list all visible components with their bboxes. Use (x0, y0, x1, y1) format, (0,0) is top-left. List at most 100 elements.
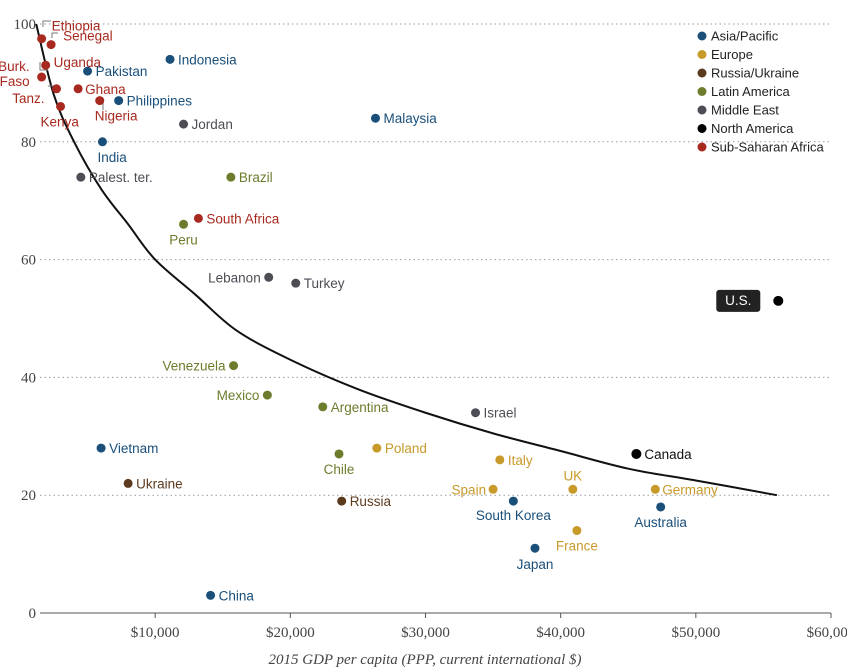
point-label: Israel (484, 406, 517, 421)
point-label: Argentina (331, 400, 389, 415)
point-label: Canada (644, 447, 692, 462)
point-marker (656, 502, 666, 512)
point-label: Ukraine (136, 476, 183, 491)
legend-label: North America (711, 121, 794, 136)
y-tick-label: 0 (29, 606, 37, 622)
point-label: Nigeria (95, 109, 138, 124)
legend-swatch (697, 87, 707, 96)
data-point-spain: Spain (452, 482, 498, 497)
data-point-kenya: Kenya (41, 101, 79, 129)
x-tick-label: $20,000 (266, 625, 315, 641)
point-label-line1: Burk. (0, 59, 30, 74)
legend: Asia/Pacific Europe Russia/Ukraine Latin Am… (697, 29, 825, 155)
x-axis-title: 2015 GDP per capita (PPP, current intern… (268, 652, 581, 668)
point-label: Vietnam (109, 441, 158, 456)
point-label: Pakistan (96, 64, 148, 79)
point-label: Russia (350, 494, 392, 509)
data-point-turkey: Turkey (291, 276, 345, 291)
point-label: Venezuela (163, 359, 227, 374)
data-point-germany: Germany (650, 482, 718, 497)
data-point-peru: Peru (169, 219, 198, 247)
point-label: Malaysia (383, 111, 437, 126)
gridlines (40, 23, 831, 496)
point-marker (530, 543, 540, 553)
data-point-israel: Israel (471, 406, 517, 421)
point-label: Jordan (192, 117, 233, 132)
x-tick-label: $50,000 (671, 625, 720, 641)
point-marker (96, 443, 106, 453)
point-label: China (219, 588, 255, 603)
point-label: Turkey (304, 276, 345, 291)
data-point-south-korea: South Korea (476, 496, 551, 523)
data-point-senegal: Senegal (46, 29, 113, 50)
point-marker (226, 172, 236, 182)
point-label: Philippines (127, 94, 193, 109)
point-marker (631, 448, 642, 459)
point-marker (37, 72, 47, 82)
legend-item: Middle East (697, 103, 779, 118)
point-label: Indonesia (178, 52, 237, 67)
axes: 0 20 40 60 80 100 $10,000 $20,000 $30,000 $40,000… (14, 17, 847, 641)
point-label: India (97, 150, 127, 165)
point-marker (370, 113, 380, 123)
y-tick-label: 80 (21, 135, 36, 151)
x-tick-label: $60,000 (807, 625, 847, 641)
data-point-pakistan: Pakistan (83, 64, 147, 79)
point-label-line2: Faso (0, 74, 30, 89)
data-point-china: China (206, 588, 254, 603)
point-marker (334, 449, 344, 459)
point-label: Japan (517, 557, 554, 572)
point-marker (83, 66, 93, 76)
point-marker (206, 590, 216, 600)
x-tick-label: $40,000 (536, 625, 585, 641)
legend-label: Europe (711, 47, 753, 62)
point-marker (37, 34, 47, 44)
legend-item: North America (697, 121, 794, 136)
legend-label: Russia/Ukraine (711, 66, 799, 81)
point-marker (372, 443, 382, 453)
point-marker (471, 408, 481, 418)
point-label: Poland (385, 441, 427, 456)
point-marker (95, 96, 105, 106)
point-marker (165, 54, 175, 64)
point-marker (193, 213, 203, 223)
data-point-australia: Australia (634, 502, 687, 530)
data-point-ghana: Ghana (73, 82, 126, 97)
legend-swatch (697, 31, 707, 41)
legend-swatch (697, 105, 707, 115)
legend-item: Europe (697, 47, 753, 62)
point-marker (773, 295, 784, 306)
point-marker (264, 272, 274, 282)
legend-label: Middle East (711, 103, 779, 118)
point-marker (179, 219, 189, 229)
data-point-ukraine: Ukraine (123, 476, 183, 491)
legend-item: Sub-Saharan Africa (697, 140, 825, 155)
point-label: South Africa (206, 211, 279, 226)
point-marker (46, 40, 56, 50)
point-label: U.S. (725, 293, 751, 308)
point-marker (123, 478, 133, 488)
point-marker (318, 402, 328, 412)
data-point-vietnam: Vietnam (96, 441, 158, 456)
data-point-u-s-: U.S. (716, 289, 784, 312)
legend-label: Latin America (711, 84, 791, 99)
point-marker (51, 84, 61, 94)
legend-swatch (697, 68, 707, 78)
point-label: UK (563, 468, 582, 483)
point-marker (650, 484, 660, 494)
trend-curve-layer (35, 23, 778, 497)
legend-swatch (697, 124, 707, 133)
data-point-italy: Italy (495, 453, 533, 468)
point-label: Australia (634, 515, 687, 530)
data-point-jordan: Jordan (179, 117, 233, 132)
data-point-japan: Japan (517, 543, 554, 572)
label-leader-line (51, 32, 58, 38)
point-label: Italy (508, 453, 533, 468)
point-label: Spain (452, 482, 487, 497)
point-label: Mexico (217, 388, 260, 403)
data-point-indonesia: Indonesia (165, 52, 237, 67)
legend-label: Asia/Pacific (711, 29, 779, 44)
trend-curve (35, 23, 778, 497)
x-tick-label: $10,000 (131, 625, 180, 641)
